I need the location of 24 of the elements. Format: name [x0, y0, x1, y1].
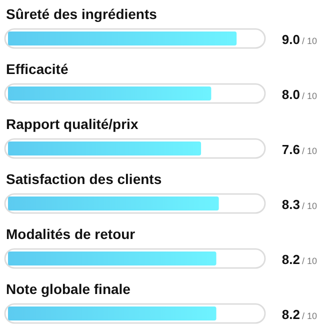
text: / 10	[302, 311, 318, 321]
y-tick-label: Note globale finale	[6, 281, 131, 297]
text: / 10	[302, 91, 318, 101]
y-tick-label: Satisfaction des clients	[6, 171, 162, 187]
y-tick-label: Efficacité	[6, 61, 68, 77]
data-label: 8.0	[282, 87, 300, 102]
text: / 10	[302, 201, 318, 211]
data-label: 7.6	[282, 142, 300, 157]
y-tick-label: Modalités de retour	[6, 226, 136, 242]
text: / 10	[302, 256, 318, 266]
bar	[8, 196, 219, 210]
text: / 10	[302, 146, 318, 156]
bar	[8, 306, 216, 320]
bar	[8, 252, 216, 266]
y-tick-label: Rapport qualité/prix	[6, 116, 138, 132]
bar	[8, 142, 202, 156]
data-label: 9.0	[282, 32, 300, 47]
data-label: 8.3	[282, 197, 300, 212]
bar	[8, 32, 237, 46]
data-label: 8.2	[282, 252, 300, 267]
data-label: 8.2	[282, 307, 300, 322]
text: / 10	[302, 36, 318, 46]
y-tick-label: Sûreté des ingrédients	[6, 6, 158, 22]
bar	[8, 86, 212, 100]
